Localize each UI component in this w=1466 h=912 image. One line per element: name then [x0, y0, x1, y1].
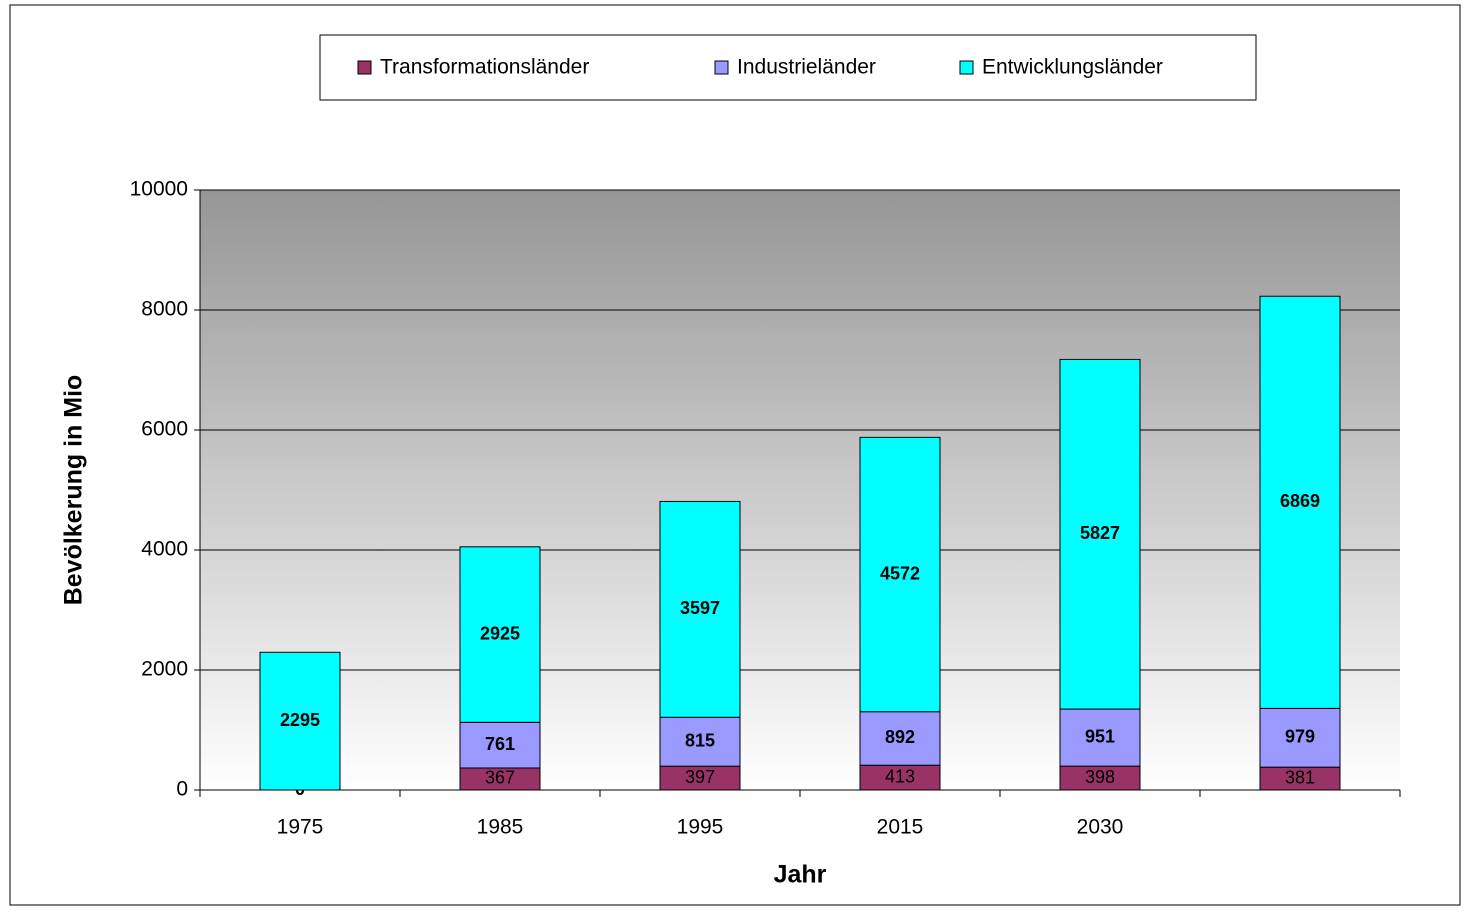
value-label: 815: [685, 730, 715, 750]
value-label: 761: [485, 734, 515, 754]
bar-segment: [859, 436, 941, 713]
y-tick-label: 6000: [141, 418, 188, 441]
x-tick-label: 2030: [1077, 816, 1124, 839]
y-tick-label: 2000: [141, 658, 188, 681]
bar-segment: [1059, 358, 1141, 710]
bar-segment: [1259, 707, 1341, 768]
value-label: 6869: [1280, 491, 1320, 511]
value-label: 397: [685, 767, 715, 787]
value-label: 413: [885, 766, 915, 786]
x-tick-label: 2015: [877, 816, 924, 839]
legend-swatch: [959, 60, 974, 75]
bar-segment: [459, 721, 541, 769]
bar-segment: [859, 711, 941, 766]
y-tick-label: 4000: [141, 538, 188, 561]
x-axis-label: Jahr: [774, 861, 827, 889]
bar-segment: [459, 546, 541, 723]
legend-label: Transformationsländer: [380, 56, 589, 79]
x-tick-label: 1985: [477, 816, 524, 839]
value-label: 892: [885, 727, 915, 747]
value-label: 2295: [280, 710, 320, 730]
bar-segment: [659, 500, 741, 718]
x-tick-label: 1995: [677, 816, 724, 839]
x-tick-label: 1975: [277, 816, 324, 839]
bar-segment: [659, 716, 741, 767]
value-label: 4572: [880, 563, 920, 583]
value-label: 398: [1085, 767, 1115, 787]
y-tick-label: 0: [176, 778, 188, 801]
legend-swatch: [714, 60, 729, 75]
value-label: 951: [1085, 726, 1115, 746]
value-label: 979: [1285, 727, 1315, 747]
legend-label: Entwicklungsländer: [982, 56, 1163, 79]
value-label: 381: [1285, 767, 1315, 787]
y-tick-label: 8000: [141, 298, 188, 321]
y-tick-label: 10000: [130, 178, 188, 201]
plot-area: [200, 190, 1400, 790]
value-label: 2925: [480, 623, 520, 643]
bar-segment: [1259, 295, 1341, 709]
bar-segment: [1059, 708, 1141, 767]
legend-swatch: [357, 60, 372, 75]
bar-segment: [859, 764, 941, 791]
legend-label: Industrieländer: [737, 56, 876, 79]
y-axis-label: Bevölkerung in Mio: [60, 375, 88, 606]
value-label: 5827: [1080, 523, 1120, 543]
value-label: 367: [485, 768, 515, 788]
legend-box: [319, 34, 1257, 101]
bar-segment: [259, 651, 341, 791]
value-label: 3597: [680, 598, 720, 618]
